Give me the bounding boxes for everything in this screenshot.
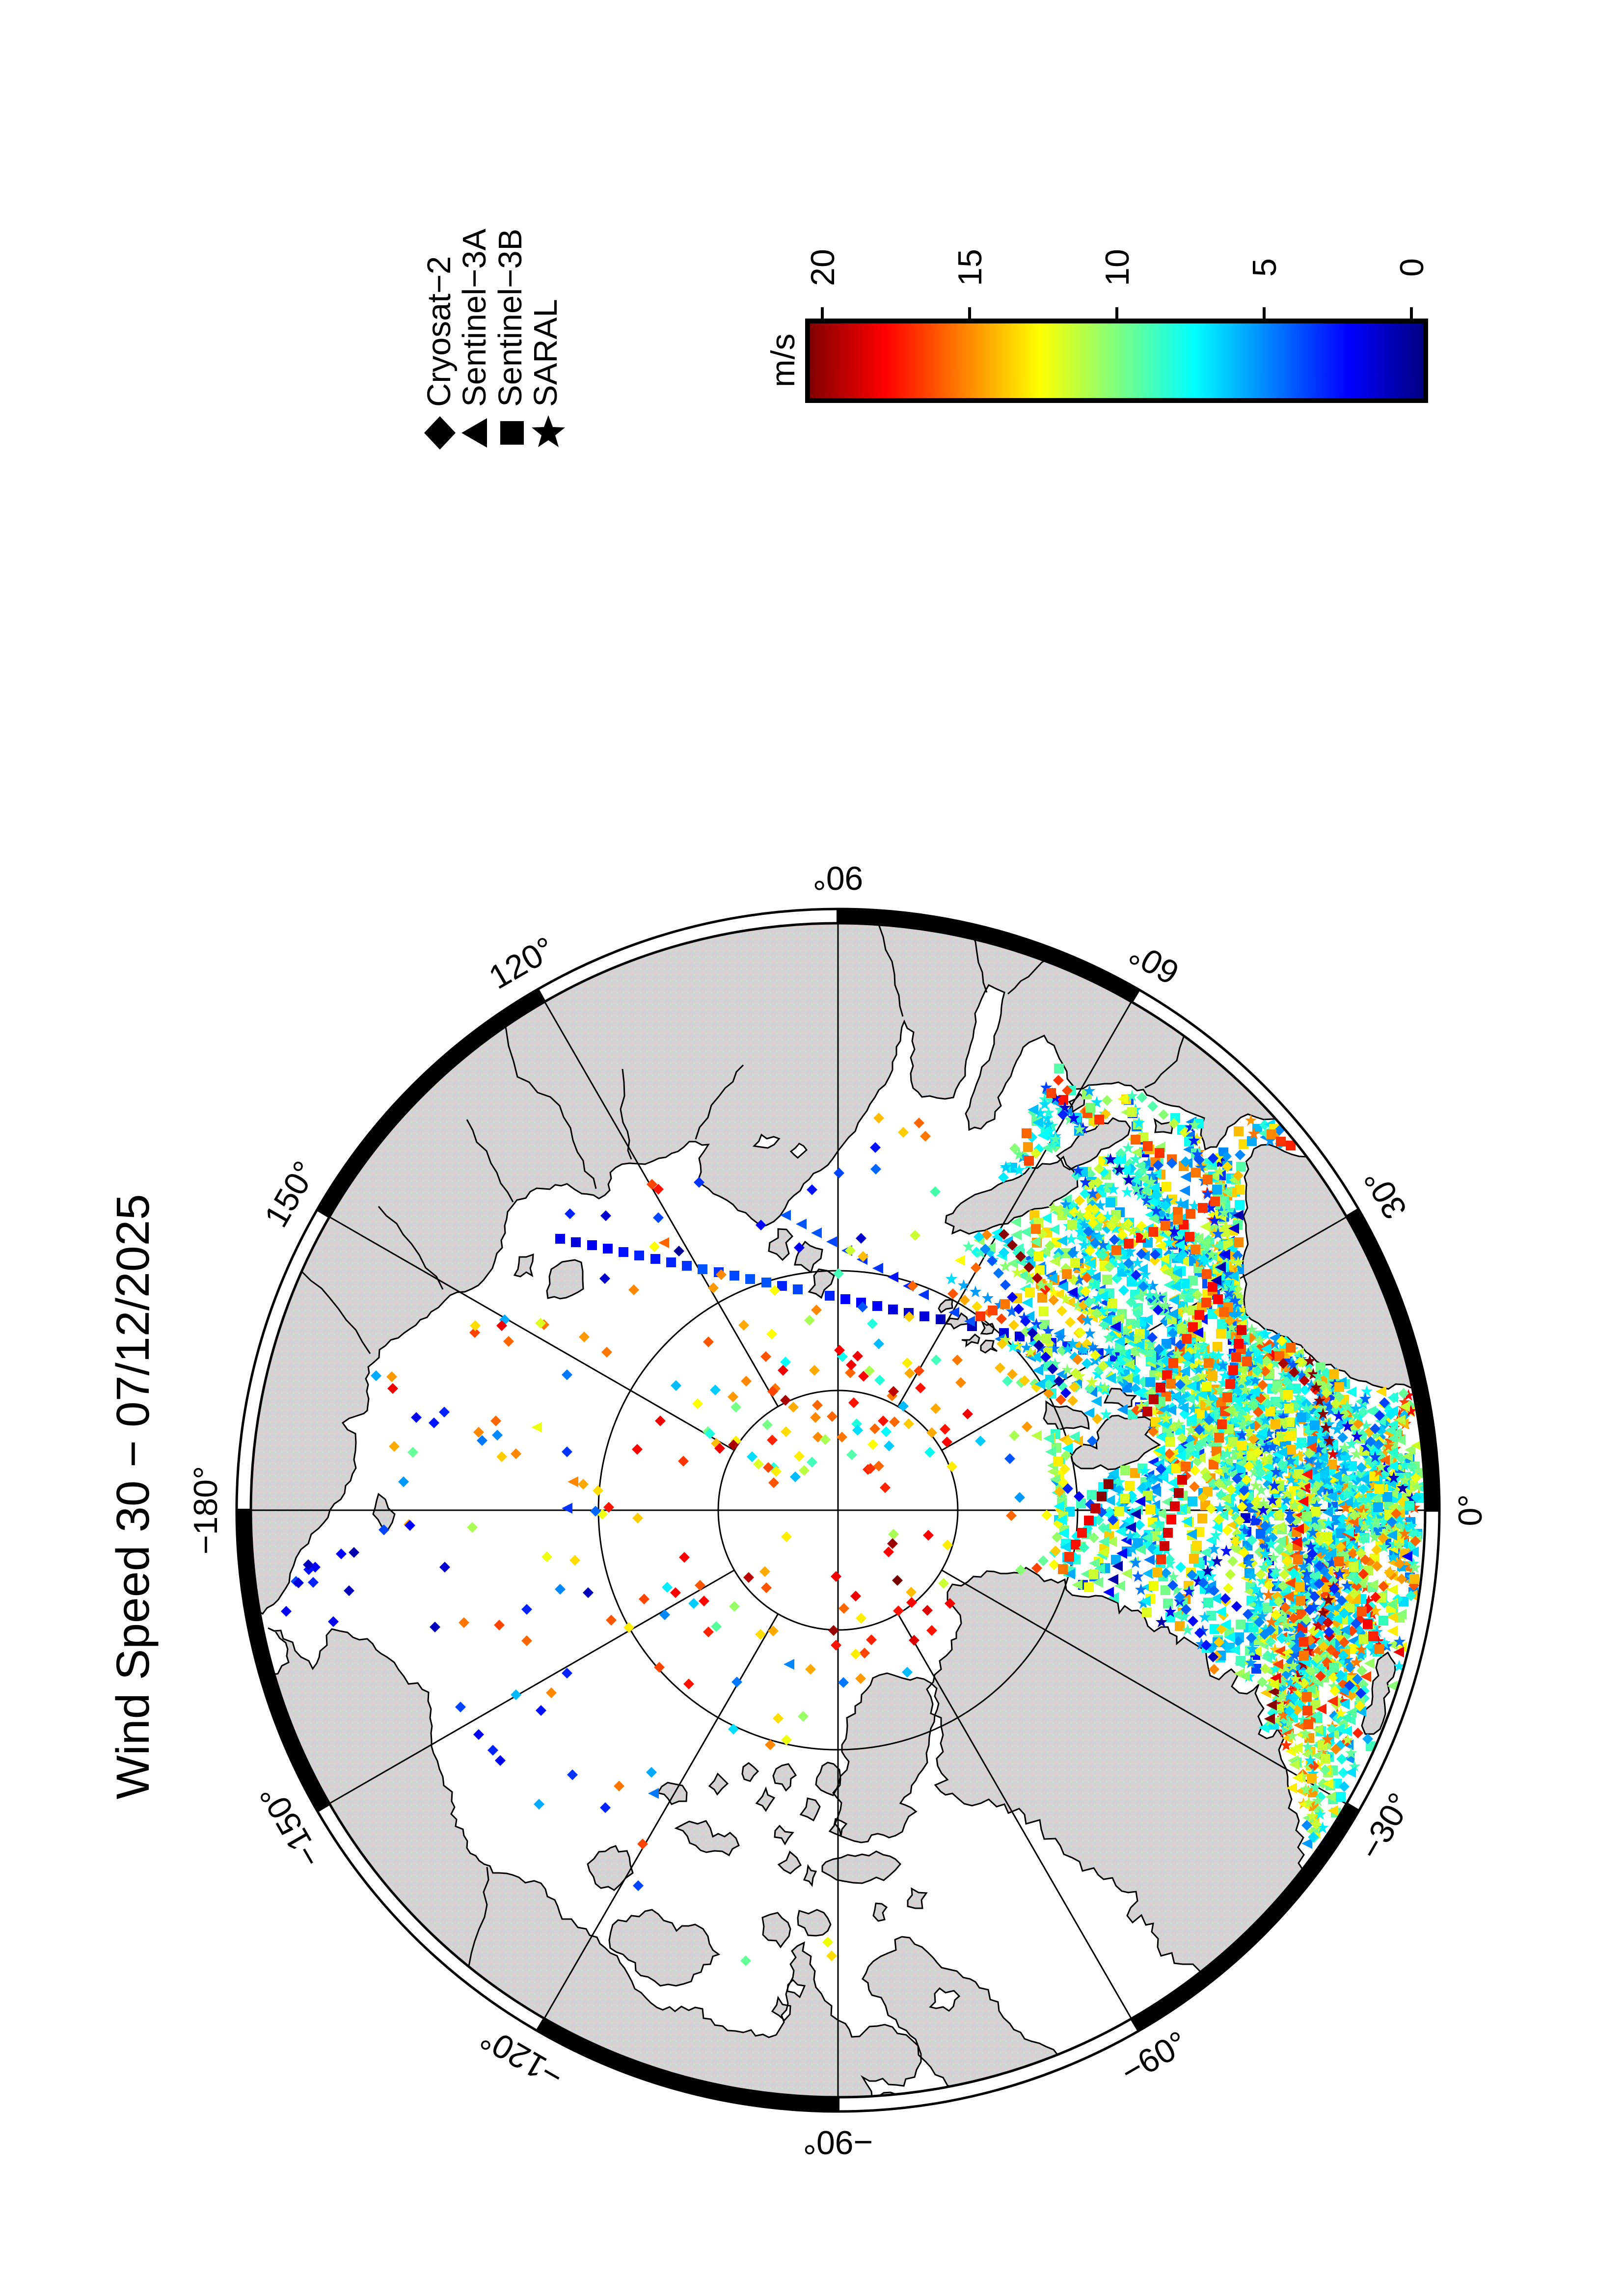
svg-text:Wind Speed 30 − 07/12/2025: Wind Speed 30 − 07/12/2025 [107,1194,159,1799]
svg-text:5: 5 [1246,258,1283,277]
svg-text:0: 0 [1393,258,1431,277]
svg-text:Cryosat−2: Cryosat−2 [421,256,458,407]
svg-text:Sentinel−3A: Sentinel−3A [456,228,493,407]
svg-text:0°: 0° [1452,1494,1489,1526]
svg-text:SARAL: SARAL [527,299,564,407]
svg-text:−90°: −90° [803,2124,873,2161]
svg-text:90°: 90° [813,859,864,897]
svg-text:15: 15 [951,249,989,286]
svg-text:10: 10 [1099,249,1136,286]
svg-text:Sentinel−3B: Sentinel−3B [492,229,529,407]
svg-text:20: 20 [804,249,841,286]
svg-text:m/s: m/s [764,333,802,387]
svg-text:−180°: −180° [187,1466,224,1554]
